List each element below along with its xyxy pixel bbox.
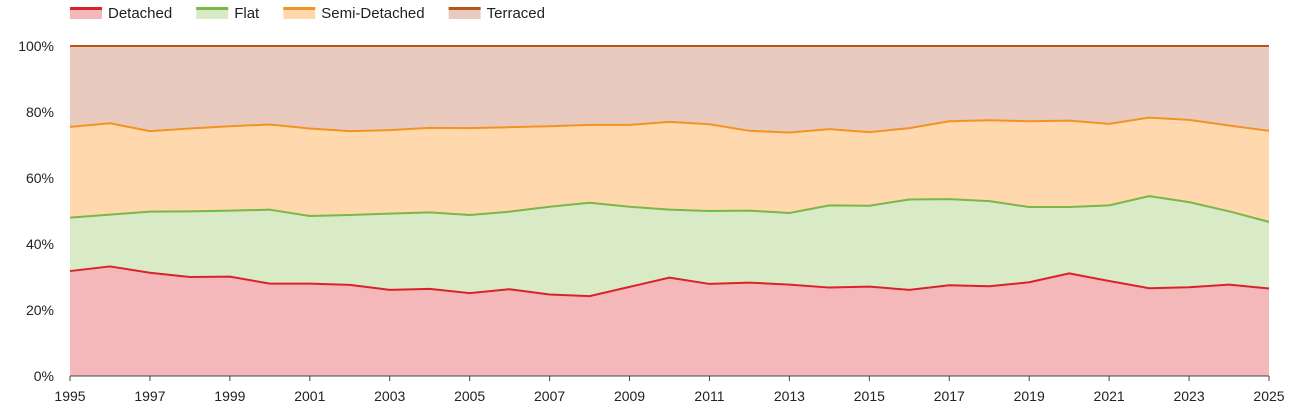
- x-tick-label: 2015: [854, 388, 885, 404]
- legend-swatch: [283, 8, 316, 19]
- legend: Detached Flat Semi-Detached Terraced: [70, 5, 545, 22]
- y-tick-label: 100%: [18, 38, 54, 54]
- y-tick-label: 40%: [26, 236, 54, 252]
- y-axis: 0% 20% 40% 60% 80% 100%: [18, 38, 54, 384]
- x-tick-label: 1995: [54, 388, 85, 404]
- series-line-detached: [69, 265, 1270, 298]
- x-tick-label: 2025: [1253, 388, 1284, 404]
- x-tick-label: 2011: [694, 388, 724, 404]
- legend-label: Semi-Detached: [321, 5, 424, 22]
- legend-item-semi-detached[interactable]: Semi-Detached: [283, 5, 425, 22]
- x-tick-label: 2003: [374, 388, 405, 404]
- x-tick-label: 2009: [614, 388, 645, 404]
- area-flat: [70, 196, 1269, 297]
- legend-item-detached[interactable]: Detached: [70, 5, 172, 22]
- x-tick-label: 2021: [1094, 388, 1125, 404]
- x-axis: 1995 1997 1999 2001 2003 2005 2007 2009 2011 2013…: [54, 375, 1285, 404]
- x-tick-label: 2013: [774, 388, 805, 404]
- legend-swatch: [196, 8, 229, 19]
- x-tick-label: 2019: [1014, 388, 1045, 404]
- area-layers: [70, 46, 1269, 376]
- area-semi-detached: [70, 117, 1269, 222]
- x-tick-label: 2001: [294, 388, 325, 404]
- y-tick-label: 0%: [34, 368, 54, 384]
- legend-label: Terraced: [487, 5, 545, 22]
- x-tick-label: 1999: [214, 388, 245, 404]
- x-tick-label: 2007: [534, 388, 565, 404]
- x-tick-label: 2005: [454, 388, 485, 404]
- legend-swatch: [448, 8, 481, 19]
- y-tick-label: 80%: [26, 104, 54, 120]
- area-terraced: [70, 46, 1269, 133]
- legend-swatch: [70, 8, 102, 19]
- y-tick-label: 60%: [26, 170, 54, 186]
- legend-label: Detached: [108, 5, 172, 22]
- series-line-flat: [69, 195, 1270, 223]
- x-tick-label: 1997: [134, 388, 165, 404]
- area-detached: [70, 266, 1269, 376]
- x-tick-label: 2023: [1173, 388, 1204, 404]
- legend-item-flat[interactable]: Flat: [196, 5, 260, 22]
- y-tick-label: 20%: [26, 302, 54, 318]
- series-lines: [69, 45, 1270, 298]
- series-line-semi-detached: [69, 116, 1270, 134]
- legend-label: Flat: [234, 5, 260, 22]
- x-tick-label: 2017: [934, 388, 965, 404]
- legend-item-terraced[interactable]: Terraced: [448, 5, 545, 22]
